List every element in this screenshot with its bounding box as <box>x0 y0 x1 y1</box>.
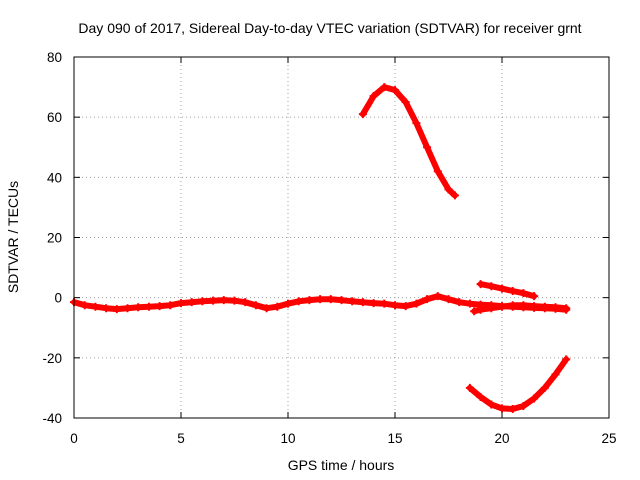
data-point <box>423 143 432 152</box>
data-point <box>470 307 479 316</box>
data-point <box>177 299 185 308</box>
x-tick-label: 25 <box>601 431 616 446</box>
y-tick-label: -40 <box>42 411 62 426</box>
data-point <box>530 292 539 301</box>
data-point <box>487 304 496 313</box>
data-point <box>433 167 442 176</box>
data-point <box>391 86 399 95</box>
y-tick-label: 60 <box>47 110 62 125</box>
x-tick-label: 5 <box>177 431 185 446</box>
y-axis-title: SDTVAR / TECUs <box>5 181 21 293</box>
data-point <box>508 287 517 296</box>
data-point <box>476 392 485 401</box>
data-point <box>144 302 153 311</box>
data-point <box>326 295 335 304</box>
data-point <box>476 280 485 289</box>
data-point <box>209 296 218 305</box>
data-point <box>530 302 539 311</box>
data-point <box>80 301 89 310</box>
data-point <box>155 302 164 311</box>
data-point <box>444 185 453 194</box>
data-point <box>519 401 528 410</box>
data-point <box>198 297 207 306</box>
data-point <box>230 296 239 305</box>
data-point <box>444 295 453 304</box>
data-point <box>391 301 399 310</box>
data-point <box>487 282 496 291</box>
x-axis-title: GPS time / hours <box>288 457 395 473</box>
data-point <box>412 119 421 128</box>
data-point <box>519 301 528 310</box>
data-point <box>498 302 506 311</box>
data-point <box>465 383 474 392</box>
data-point <box>294 297 303 306</box>
data-point <box>412 299 421 308</box>
y-tick-label: 80 <box>47 50 62 65</box>
data-point <box>487 400 496 409</box>
data-point <box>423 295 432 304</box>
data-point <box>519 289 528 298</box>
data-point <box>562 304 571 313</box>
data-point <box>241 298 250 307</box>
x-tick-label: 20 <box>494 431 509 446</box>
y-tick-label: 40 <box>47 170 62 185</box>
chart-title: Day 090 of 2017, Sidereal Day-to-day VTE… <box>78 20 581 36</box>
data-point <box>134 303 143 312</box>
data-point <box>316 295 325 304</box>
data-point <box>498 284 506 293</box>
data-point <box>358 298 367 307</box>
x-tick-label: 10 <box>280 431 295 446</box>
y-tick-label: 0 <box>54 291 62 306</box>
data-point <box>455 298 464 307</box>
data-point <box>123 304 132 313</box>
data-point <box>562 355 571 364</box>
grid <box>74 57 609 418</box>
data-point <box>450 191 459 200</box>
data-point <box>508 301 517 310</box>
data-point <box>476 305 485 314</box>
data-point <box>166 301 175 310</box>
x-tick-label: 0 <box>70 431 78 446</box>
data-point <box>380 83 389 92</box>
data-point <box>337 296 346 305</box>
data-point <box>551 370 560 379</box>
data-point <box>551 303 560 312</box>
data-point <box>102 304 111 313</box>
data-point <box>401 302 410 311</box>
data-point <box>369 92 378 101</box>
data-point <box>112 305 121 314</box>
data-point <box>433 292 442 301</box>
series-line-band-2 <box>471 302 570 315</box>
data-point <box>508 404 517 413</box>
data-point <box>540 383 549 392</box>
y-tick-labels: -40 -20 0 20 40 60 80 <box>42 50 62 426</box>
data-series <box>70 83 571 413</box>
data-point <box>305 296 314 305</box>
y-tick-label: -20 <box>42 351 62 366</box>
x-tick-labels: 0 5 10 15 20 25 <box>70 431 616 446</box>
data-point <box>284 299 292 308</box>
y-tick-label: 20 <box>47 231 62 246</box>
data-point <box>91 302 100 311</box>
data-point <box>369 299 378 308</box>
data-point <box>348 297 357 306</box>
series-line-lower-arc <box>466 356 570 412</box>
data-point <box>187 298 196 307</box>
data-point <box>262 304 271 313</box>
data-point <box>401 98 410 107</box>
data-point <box>540 302 549 311</box>
data-point <box>498 404 506 413</box>
data-point <box>380 299 389 308</box>
data-point <box>530 394 539 403</box>
data-point <box>219 296 228 305</box>
data-point <box>465 299 474 308</box>
data-point <box>358 110 367 119</box>
x-tick-label: 15 <box>387 431 402 446</box>
data-point <box>273 302 282 311</box>
data-point <box>251 301 260 310</box>
tick-marks <box>73 56 610 419</box>
series-line-upper-arc <box>359 84 458 199</box>
